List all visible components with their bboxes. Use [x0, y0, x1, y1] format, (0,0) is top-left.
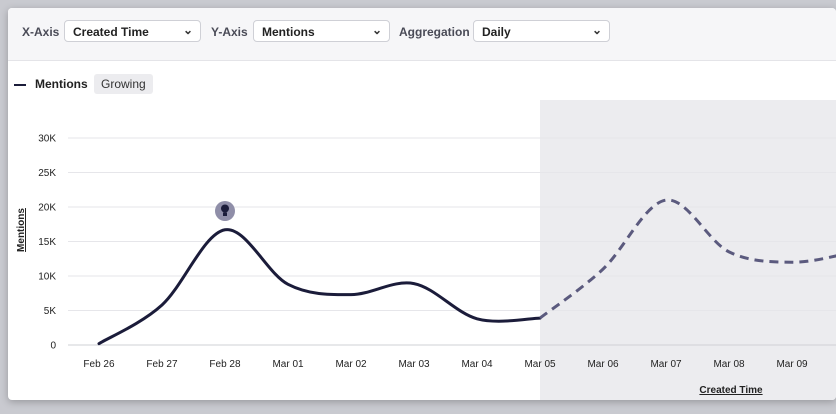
- x-axis-select-value: Created Time: [73, 25, 149, 39]
- y-tick-label: 30K: [38, 134, 56, 145]
- x-tick-label: Mar 09: [776, 359, 808, 370]
- y-tick-label: 25K: [38, 168, 56, 179]
- x-tick-label: Mar 04: [461, 359, 493, 370]
- x-axis-select[interactable]: Created Time ⌄: [64, 20, 201, 42]
- lightbulb-icon[interactable]: [215, 201, 235, 221]
- legend-series-label[interactable]: Mentions: [35, 77, 88, 91]
- legend-line-swatch: [14, 84, 26, 86]
- x-tick-label: Mar 06: [587, 359, 619, 370]
- chevron-down-icon: ⌄: [182, 23, 193, 37]
- x-tick-label: Mar 05: [524, 359, 556, 370]
- x-tick-label: Mar 08: [713, 359, 745, 370]
- x-axis-label: X-Axis: [22, 25, 60, 39]
- chevron-down-icon: ⌄: [371, 23, 382, 37]
- forecast-region: [540, 100, 836, 400]
- x-tick-label: Feb 26: [83, 359, 115, 370]
- series-line-mentions: [97, 228, 542, 346]
- y-tick-label: 0: [50, 341, 56, 352]
- x-tick-label: Feb 28: [209, 359, 241, 370]
- x-tick-label: Mar 07: [650, 359, 682, 370]
- chart-panel: X-Axis Created Time ⌄ Y-Axis Mentions ⌄ …: [8, 8, 836, 400]
- y-axis-select-value: Mentions: [262, 25, 315, 39]
- x-tick-label: Mar 01: [272, 359, 304, 370]
- y-tick-label: 5K: [44, 306, 57, 317]
- chevron-down-icon: ⌄: [591, 23, 602, 37]
- line-chart: 0 5K 10K 15K 20K 25K 30K Feb 26 Feb 27 Feb 28 Mar …: [16, 100, 836, 400]
- aggregation-select-value: Daily: [482, 25, 511, 39]
- x-tick-label: Feb 27: [146, 359, 178, 370]
- aggregation-label: Aggregation: [399, 25, 470, 39]
- y-tick-label: 15K: [38, 237, 56, 248]
- aggregation-select[interactable]: Daily ⌄: [473, 20, 610, 42]
- y-tick-label: 10K: [38, 272, 56, 283]
- x-tick-label: Mar 03: [398, 359, 430, 370]
- y-tick-label: 20K: [38, 203, 56, 214]
- x-axis-title: Created Time: [699, 385, 763, 396]
- y-axis-title: Mentions: [16, 208, 27, 252]
- y-axis-select[interactable]: Mentions ⌄: [253, 20, 390, 42]
- series-line-forecast: [539, 198, 836, 320]
- y-axis-label: Y-Axis: [211, 25, 248, 39]
- chart-toolbar: X-Axis Created Time ⌄ Y-Axis Mentions ⌄ …: [8, 8, 836, 61]
- x-tick-label: Mar 02: [335, 359, 367, 370]
- trend-badge: Growing: [94, 74, 153, 94]
